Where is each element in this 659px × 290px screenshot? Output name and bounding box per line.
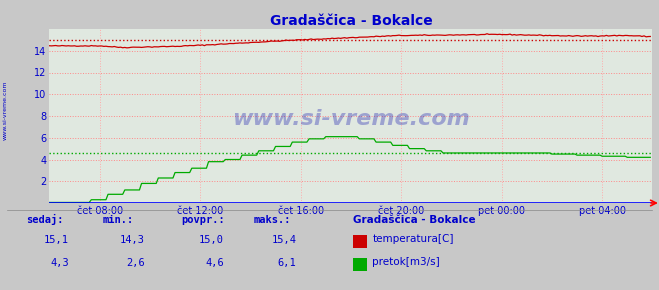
Text: min.:: min.: bbox=[102, 215, 133, 225]
Text: temperatura[C]: temperatura[C] bbox=[372, 234, 454, 244]
Text: 6,1: 6,1 bbox=[278, 258, 297, 268]
Text: sedaj:: sedaj: bbox=[26, 214, 64, 225]
Text: pretok[m3/s]: pretok[m3/s] bbox=[372, 257, 440, 267]
Text: www.si-vreme.com: www.si-vreme.com bbox=[3, 80, 8, 140]
Text: 14,3: 14,3 bbox=[120, 235, 145, 245]
Text: Gradaščica - Bokalce: Gradaščica - Bokalce bbox=[353, 215, 475, 225]
Text: 4,3: 4,3 bbox=[51, 258, 69, 268]
Text: maks.:: maks.: bbox=[254, 215, 291, 225]
Text: povpr.:: povpr.: bbox=[181, 215, 225, 225]
Title: Gradaščica - Bokalce: Gradaščica - Bokalce bbox=[270, 14, 432, 28]
Text: 15,4: 15,4 bbox=[272, 235, 297, 245]
Text: 15,0: 15,0 bbox=[199, 235, 224, 245]
Text: 2,6: 2,6 bbox=[127, 258, 145, 268]
Text: 4,6: 4,6 bbox=[206, 258, 224, 268]
Text: 15,1: 15,1 bbox=[44, 235, 69, 245]
Text: www.si-vreme.com: www.si-vreme.com bbox=[232, 110, 470, 129]
